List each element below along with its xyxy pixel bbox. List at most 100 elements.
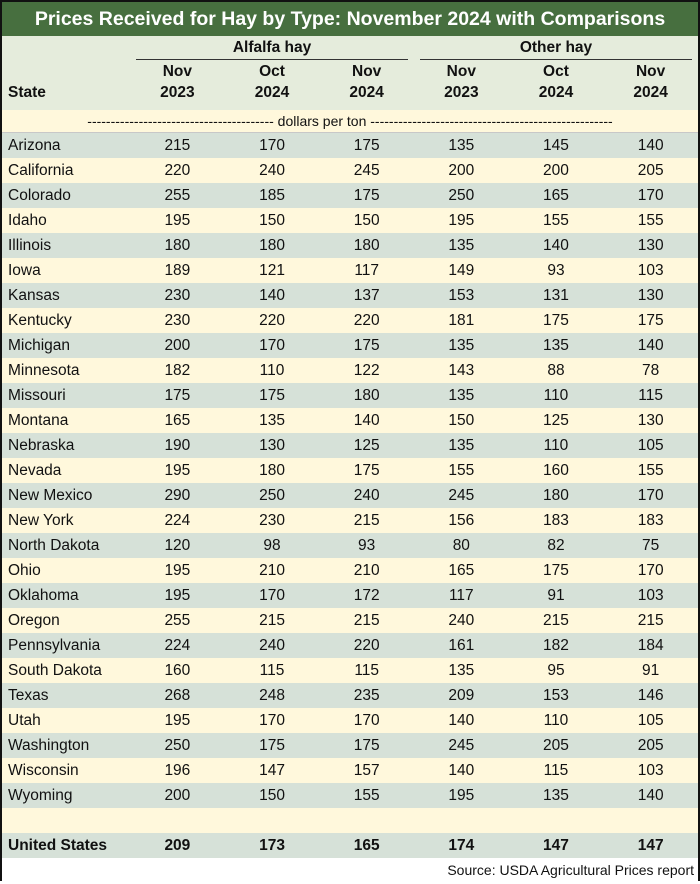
units-label: ----------------------------------------… bbox=[2, 110, 698, 133]
price-cell: 210 bbox=[224, 558, 320, 583]
price-cell: 180 bbox=[508, 483, 604, 508]
state-name: Wyoming bbox=[2, 783, 131, 808]
price-cell: 189 bbox=[130, 258, 225, 283]
state-name: Washington bbox=[2, 733, 131, 758]
price-cell: 150 bbox=[224, 783, 320, 808]
price-cell: 215 bbox=[319, 508, 414, 533]
price-cell: 110 bbox=[508, 383, 604, 408]
price-cell: 215 bbox=[130, 132, 225, 158]
price-cell: 140 bbox=[319, 408, 414, 433]
price-cell: 195 bbox=[414, 783, 509, 808]
price-cell: 200 bbox=[130, 783, 225, 808]
state-name: Oklahoma bbox=[2, 583, 131, 608]
price-cell: 135 bbox=[414, 132, 509, 158]
price-cell: 150 bbox=[224, 208, 320, 233]
price-cell: 215 bbox=[603, 608, 698, 633]
price-cell: 110 bbox=[224, 358, 320, 383]
table-row: New York 224 230 215 156 183 183 bbox=[2, 508, 698, 533]
price-cell: 180 bbox=[224, 458, 320, 483]
price-cell: 182 bbox=[508, 633, 604, 658]
total-cell: 147 bbox=[508, 833, 604, 858]
price-cell: 220 bbox=[319, 308, 414, 333]
price-cell: 125 bbox=[508, 408, 604, 433]
price-cell: 175 bbox=[130, 383, 225, 408]
price-cell: 143 bbox=[414, 358, 509, 383]
price-cell: 135 bbox=[508, 783, 604, 808]
group-header-other: Other hay bbox=[414, 36, 698, 60]
price-cell: 240 bbox=[224, 633, 320, 658]
price-cell: 135 bbox=[414, 658, 509, 683]
table-row: Minnesota 182 110 122 143 88 78 bbox=[2, 358, 698, 383]
price-cell: 170 bbox=[319, 708, 414, 733]
price-cell: 175 bbox=[224, 383, 320, 408]
state-name: Texas bbox=[2, 683, 131, 708]
total-cell: 165 bbox=[319, 833, 414, 858]
state-name: Missouri bbox=[2, 383, 131, 408]
price-cell: 98 bbox=[224, 533, 320, 558]
price-cell: 230 bbox=[224, 508, 320, 533]
table-row: Wyoming 200 150 155 195 135 140 bbox=[2, 783, 698, 808]
price-cell: 105 bbox=[603, 708, 698, 733]
spacer-row bbox=[2, 808, 698, 833]
price-cell: 195 bbox=[130, 458, 225, 483]
group-label-alfalfa: Alfalfa hay bbox=[136, 37, 408, 60]
table-row: Idaho 195 150 150 195 155 155 bbox=[2, 208, 698, 233]
table-row: Kansas 230 140 137 153 131 130 bbox=[2, 283, 698, 308]
state-name: South Dakota bbox=[2, 658, 131, 683]
price-cell: 115 bbox=[603, 383, 698, 408]
state-name: North Dakota bbox=[2, 533, 131, 558]
table-row: Nevada 195 180 175 155 160 155 bbox=[2, 458, 698, 483]
price-cell: 130 bbox=[603, 283, 698, 308]
price-cell: 149 bbox=[414, 258, 509, 283]
table-row: Utah 195 170 170 140 110 105 bbox=[2, 708, 698, 733]
price-cell: 180 bbox=[319, 233, 414, 258]
price-cell: 155 bbox=[319, 783, 414, 808]
price-cell: 170 bbox=[603, 483, 698, 508]
price-cell: 220 bbox=[319, 633, 414, 658]
price-cell: 240 bbox=[414, 608, 509, 633]
price-cell: 175 bbox=[603, 308, 698, 333]
state-name: New Mexico bbox=[2, 483, 131, 508]
price-cell: 196 bbox=[130, 758, 225, 783]
price-cell: 190 bbox=[130, 433, 225, 458]
price-cell: 195 bbox=[130, 708, 225, 733]
price-cell: 172 bbox=[319, 583, 414, 608]
column-month: Oct bbox=[543, 63, 569, 80]
period-header-row-2: State 2023 2024 2024 2023 2024 2024 bbox=[2, 84, 698, 110]
price-cell: 250 bbox=[414, 183, 509, 208]
column-year: 2024 bbox=[254, 84, 290, 101]
state-name: Idaho bbox=[2, 208, 131, 233]
price-cell: 220 bbox=[130, 158, 225, 183]
price-cell: 220 bbox=[224, 308, 320, 333]
price-cell: 160 bbox=[508, 458, 604, 483]
price-cell: 105 bbox=[603, 433, 698, 458]
price-cell: 170 bbox=[224, 132, 320, 158]
price-cell: 125 bbox=[319, 433, 414, 458]
price-cell: 153 bbox=[414, 283, 509, 308]
price-cell: 224 bbox=[130, 508, 225, 533]
price-cell: 170 bbox=[224, 333, 320, 358]
state-name: Nevada bbox=[2, 458, 131, 483]
price-cell: 78 bbox=[603, 358, 698, 383]
price-cell: 115 bbox=[224, 658, 320, 683]
price-cell: 135 bbox=[414, 383, 509, 408]
price-cell: 175 bbox=[319, 458, 414, 483]
table-row: Arizona 215 170 175 135 145 140 bbox=[2, 132, 698, 158]
price-cell: 140 bbox=[603, 132, 698, 158]
price-cell: 150 bbox=[319, 208, 414, 233]
price-cell: 230 bbox=[130, 308, 225, 333]
table-row: Ohio 195 210 210 165 175 170 bbox=[2, 558, 698, 583]
column-year: 2024 bbox=[633, 84, 668, 101]
state-column-header: State bbox=[8, 84, 46, 101]
price-cell: 195 bbox=[130, 583, 225, 608]
price-cell: 205 bbox=[603, 158, 698, 183]
group-header-blank bbox=[2, 36, 130, 60]
price-cell: 140 bbox=[508, 233, 604, 258]
price-cell: 165 bbox=[414, 558, 509, 583]
price-cell: 185 bbox=[224, 183, 320, 208]
price-cell: 140 bbox=[603, 333, 698, 358]
price-cell: 103 bbox=[603, 758, 698, 783]
period-header-blank bbox=[2, 60, 130, 84]
price-cell: 255 bbox=[130, 183, 225, 208]
